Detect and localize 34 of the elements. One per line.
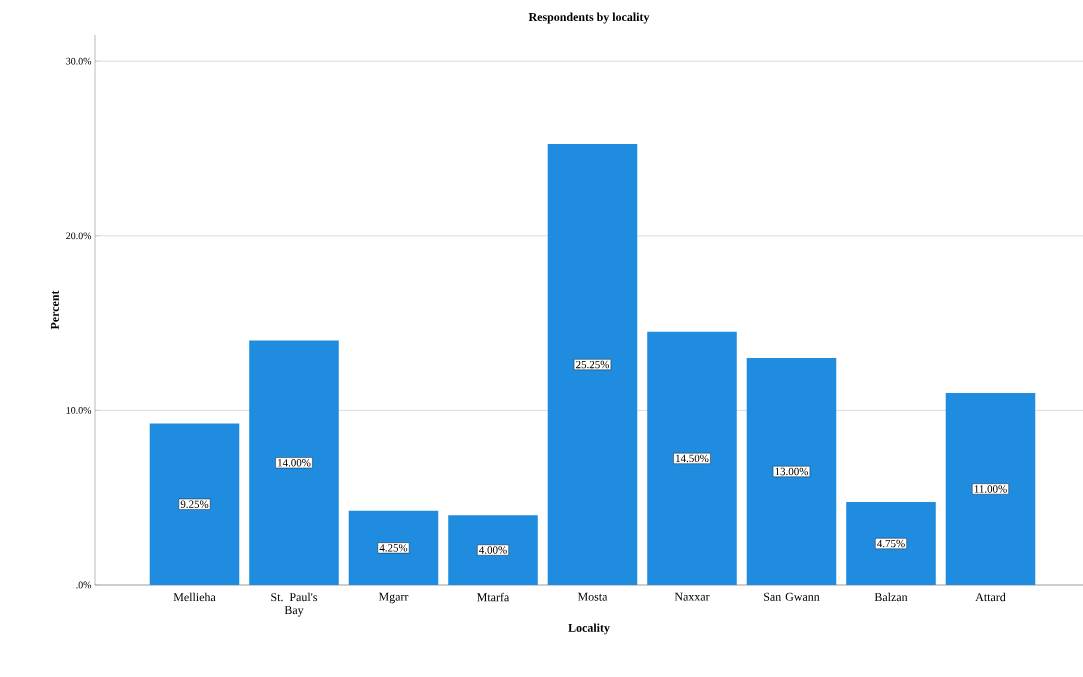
x-tick-label: Balzan xyxy=(874,592,908,602)
bar xyxy=(945,392,1036,585)
data-label: 14.00% xyxy=(278,459,311,467)
x-tick-label: Attard xyxy=(975,592,1006,602)
data-label: 11.00% xyxy=(974,485,1007,493)
y-tick-label: 30.0% xyxy=(66,57,92,65)
bar xyxy=(149,423,240,585)
bar xyxy=(746,358,837,585)
y-tick-label: .0% xyxy=(76,581,92,589)
x-tick-label: San Gwann xyxy=(764,592,820,601)
data-label: 25.25% xyxy=(576,360,610,369)
data-label: 4.75% xyxy=(877,539,905,548)
bar xyxy=(846,502,936,585)
x-axis-title: Locality xyxy=(568,623,610,635)
data-label: 9.25% xyxy=(180,500,209,508)
bar xyxy=(249,340,339,585)
x-tick-label: St. Paul's Bay xyxy=(271,592,318,617)
x-tick-label: Naxxar xyxy=(674,592,710,601)
x-tick-label: Mtarfa xyxy=(477,592,510,602)
y-axis-title: Percent xyxy=(50,290,59,330)
bar xyxy=(647,331,737,585)
y-tick-label: 10.0% xyxy=(66,407,92,414)
x-tick-label: Mgarr xyxy=(378,592,409,604)
x-tick-label: Mellieha xyxy=(173,592,216,602)
chart-title: Respondents by locality xyxy=(528,12,650,24)
data-label: 4.25% xyxy=(379,544,408,552)
data-label: 14.50% xyxy=(676,454,709,463)
data-label: 13.00% xyxy=(775,467,808,476)
bar xyxy=(547,144,638,585)
x-tick-label: Mosta xyxy=(577,592,608,601)
data-label: 4.00% xyxy=(479,546,507,554)
bar xyxy=(448,515,538,585)
bar xyxy=(348,510,439,585)
y-tick-label: 20.0% xyxy=(66,232,92,240)
